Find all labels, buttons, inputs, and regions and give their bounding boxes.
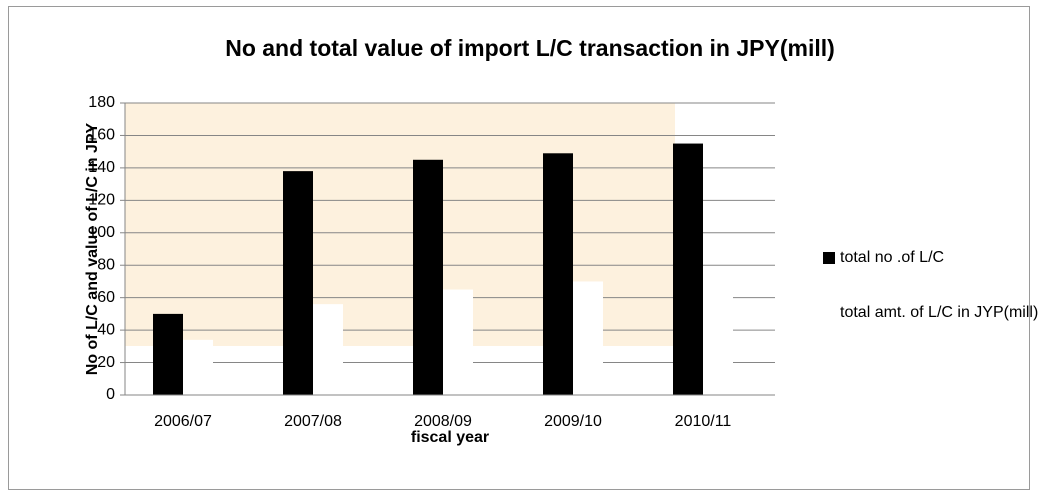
x-tick-label: 2009/10 — [544, 413, 602, 430]
x-tick-label: 2007/08 — [284, 413, 342, 430]
legend-swatch — [823, 252, 835, 264]
x-tick-label: 2010/11 — [675, 413, 732, 430]
bar — [313, 304, 343, 395]
x-tick-label: 2008/09 — [414, 413, 472, 430]
bar — [573, 281, 603, 395]
bar — [283, 171, 313, 395]
x-axis-label: fiscal year — [411, 429, 489, 446]
y-tick-label: 140 — [88, 159, 115, 176]
bar — [703, 268, 733, 395]
legend-label: total amt. of L/C in JYP(mill) — [840, 304, 1039, 321]
y-tick-label: 80 — [97, 256, 115, 273]
y-tick-label: 20 — [97, 354, 115, 371]
legend-swatch — [823, 307, 835, 319]
y-tick-label: 180 — [88, 94, 115, 111]
chart-title: No and total value of import L/C transac… — [225, 35, 835, 61]
y-tick-label: 40 — [97, 321, 115, 338]
legend-label: total no .of L/C — [840, 249, 945, 266]
y-tick-label: 0 — [106, 386, 115, 403]
y-axis-label: No of L/C and value of L/C in JPY — [84, 122, 101, 375]
bar — [673, 143, 703, 395]
y-tick-label: 100 — [88, 224, 115, 241]
bar — [153, 313, 183, 395]
bar — [443, 289, 473, 395]
bar — [183, 339, 213, 395]
y-tick-label: 160 — [88, 127, 115, 144]
x-tick-label: 2006/07 — [154, 413, 212, 430]
y-tick-label: 120 — [88, 192, 115, 209]
bar — [413, 159, 443, 395]
bar — [543, 153, 573, 395]
y-tick-label: 60 — [97, 289, 115, 306]
